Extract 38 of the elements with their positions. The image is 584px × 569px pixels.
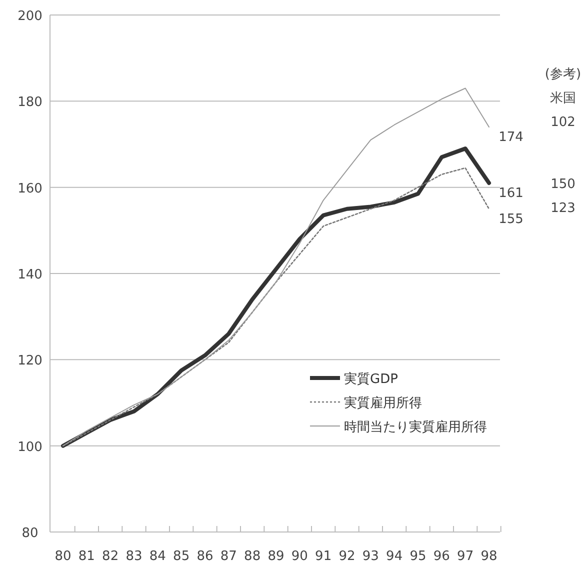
x-tick-label: 98 — [480, 549, 498, 564]
y-tick-label: 100 — [18, 440, 42, 455]
text: (参考) — [544, 67, 582, 82]
legend-label: 時間当たり実質雇用所得 — [344, 419, 487, 435]
x-tick-label: 83 — [126, 549, 142, 564]
y-tick-label: 200 — [18, 9, 42, 24]
y-tick-label: 80 — [22, 526, 38, 541]
y-tick-label: 120 — [18, 354, 42, 369]
x-tick-label: 81 — [78, 549, 95, 564]
x-tick-label: 92 — [338, 549, 356, 564]
x-tick-label: 91 — [315, 549, 332, 564]
x-tick-label: 86 — [196, 549, 214, 564]
x-tick-label: 88 — [244, 549, 261, 564]
x-tick-label: 80 — [54, 549, 72, 564]
text: 米国 — [550, 91, 576, 106]
data-label: 161 — [498, 186, 524, 202]
data-label: 174 — [498, 130, 524, 146]
legend-label: 実質GDP — [344, 371, 398, 387]
y-tick-label: 140 — [18, 268, 42, 282]
x-tick-label: 96 — [433, 549, 450, 564]
x-tick-label: 87 — [220, 549, 237, 564]
text: 150 — [550, 177, 576, 192]
text: 123 — [550, 201, 576, 216]
x-tick-label: 95 — [410, 549, 426, 564]
text: 102 — [550, 115, 576, 130]
data-label: 155 — [498, 212, 524, 227]
legend-label: 実質雇用所得 — [344, 395, 422, 411]
line-series — [62, 88, 490, 446]
x-tick-label: 97 — [457, 549, 474, 564]
y-tick-label: 180 — [18, 95, 42, 110]
x-tick-label: 93 — [362, 549, 379, 564]
x-tick-label: 94 — [386, 549, 403, 564]
x-tick-label: 90 — [291, 549, 308, 564]
x-tick-label: 85 — [173, 549, 190, 564]
x-tick-label: 89 — [268, 549, 284, 564]
x-tick-label: 82 — [102, 549, 119, 564]
y-tick-label: 160 — [18, 181, 42, 196]
x-tick-label: 84 — [149, 549, 166, 564]
